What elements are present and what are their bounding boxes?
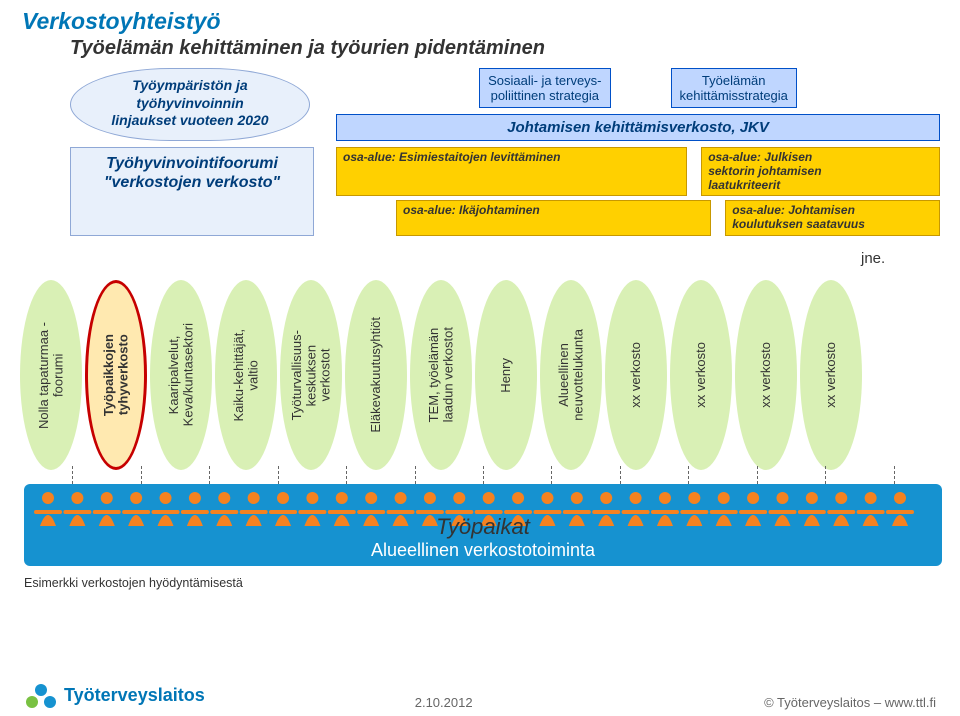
band-sub: Alueellinen verkostotoiminta (24, 540, 942, 561)
ellipse-6: TEM, työelämänlaadun verkostot (410, 280, 472, 470)
band-jkv: Johtamisen kehittämisverkosto, JKV (336, 114, 940, 141)
ellipse-11: xx verkosto (735, 280, 797, 470)
box-sote-strategy: Sosiaali- ja terveys-poliittinen strateg… (479, 68, 610, 108)
logo-icon (24, 680, 58, 710)
page-subtitle: Työelämän kehittäminen ja työurien piden… (70, 37, 960, 60)
box-tyoelama-strategy: Työelämänkehittämisstrategia (671, 68, 797, 108)
osa-ikajohtaminen: osa-alue: Ikäjohtaminen (396, 200, 711, 236)
osa-esimies: osa-alue: Esimiestaitojen levittäminen (336, 147, 687, 196)
row-forum-osa: Työhyvinvointifoorumi"verkostojen verkos… (70, 147, 940, 236)
page-title: Verkostoyhteistyö (22, 8, 960, 35)
cloud-linjaukset: Työympäristön jatyöhyvinvoinninlinjaukse… (70, 68, 310, 141)
ellipse-8: Alueellinenneuvottelukunta (540, 280, 602, 470)
ellipse-label-2: Kaaripalvelut,Keva/kuntasektori (167, 323, 196, 426)
ellipse-label-0: Nolla tapaturmaa -foorumi (37, 322, 66, 429)
ellipse-label-6: TEM, työelämänlaadun verkostot (427, 327, 456, 422)
ellipse-label-12: xx verkosto (824, 342, 838, 408)
ellipse-3: Kaiku-kehittäjät,valtio (215, 280, 277, 470)
ellipse-0: Nolla tapaturmaa -foorumi (20, 280, 82, 470)
ellipse-label-11: xx verkosto (759, 342, 773, 408)
ellipse-9: xx verkosto (605, 280, 667, 470)
box-forum: Työhyvinvointifoorumi"verkostojen verkos… (70, 147, 314, 236)
ellipses-row: Nolla tapaturmaa -foorumi Työpaikkojentyh… (20, 250, 948, 470)
logo: Työterveyslaitos (24, 680, 205, 710)
ellipse-label-7: Henry (499, 358, 513, 393)
ellipse-label-3: Kaiku-kehittäjät,valtio (232, 329, 261, 422)
osa-julkinen: osa-alue: Julkisensektorin johtamisenlaa… (701, 147, 940, 196)
ellipse-label-8: Alueellinenneuvottelukunta (557, 329, 586, 421)
caption: Esimerkki verkostojen hyödyntämisestä (24, 576, 960, 590)
people-band: Työpaikat Alueellinen verkostotoiminta (24, 484, 942, 570)
osa-koulutus: osa-alue: Johtamisenkoulutuksen saatavuu… (725, 200, 940, 236)
ellipse-label-4: Työturvallisuus-keskuksenverkostot (290, 330, 333, 420)
ellipse-10: xx verkosto (670, 280, 732, 470)
ellipse-4: Työturvallisuus-keskuksenverkostot (280, 280, 342, 470)
ellipse-12: xx verkosto (800, 280, 862, 470)
band-title: Työpaikat (24, 514, 942, 540)
ellipse-5: Eläkevakuutusyhtiöt (345, 280, 407, 470)
ellipse-label-9: xx verkosto (629, 342, 643, 408)
ellipse-label-10: xx verkosto (694, 342, 708, 408)
footer: Työterveyslaitos 2.10.2012 © Työterveysl… (0, 680, 960, 710)
row-strategies: Työympäristön jatyöhyvinvoinninlinjaukse… (70, 68, 940, 141)
ellipse-label-5: Eläkevakuutusyhtiöt (369, 317, 383, 433)
logo-text: Työterveyslaitos (64, 685, 205, 706)
jne-label: jne. (861, 250, 885, 267)
ellipse-1: Työpaikkojentyhyverkosto (85, 280, 147, 470)
ellipse-2: Kaaripalvelut,Keva/kuntasektori (150, 280, 212, 470)
ellipse-7: Henry (475, 280, 537, 470)
ellipse-label-1: Työpaikkojentyhyverkosto (102, 334, 131, 416)
dash-connectors (38, 466, 928, 484)
